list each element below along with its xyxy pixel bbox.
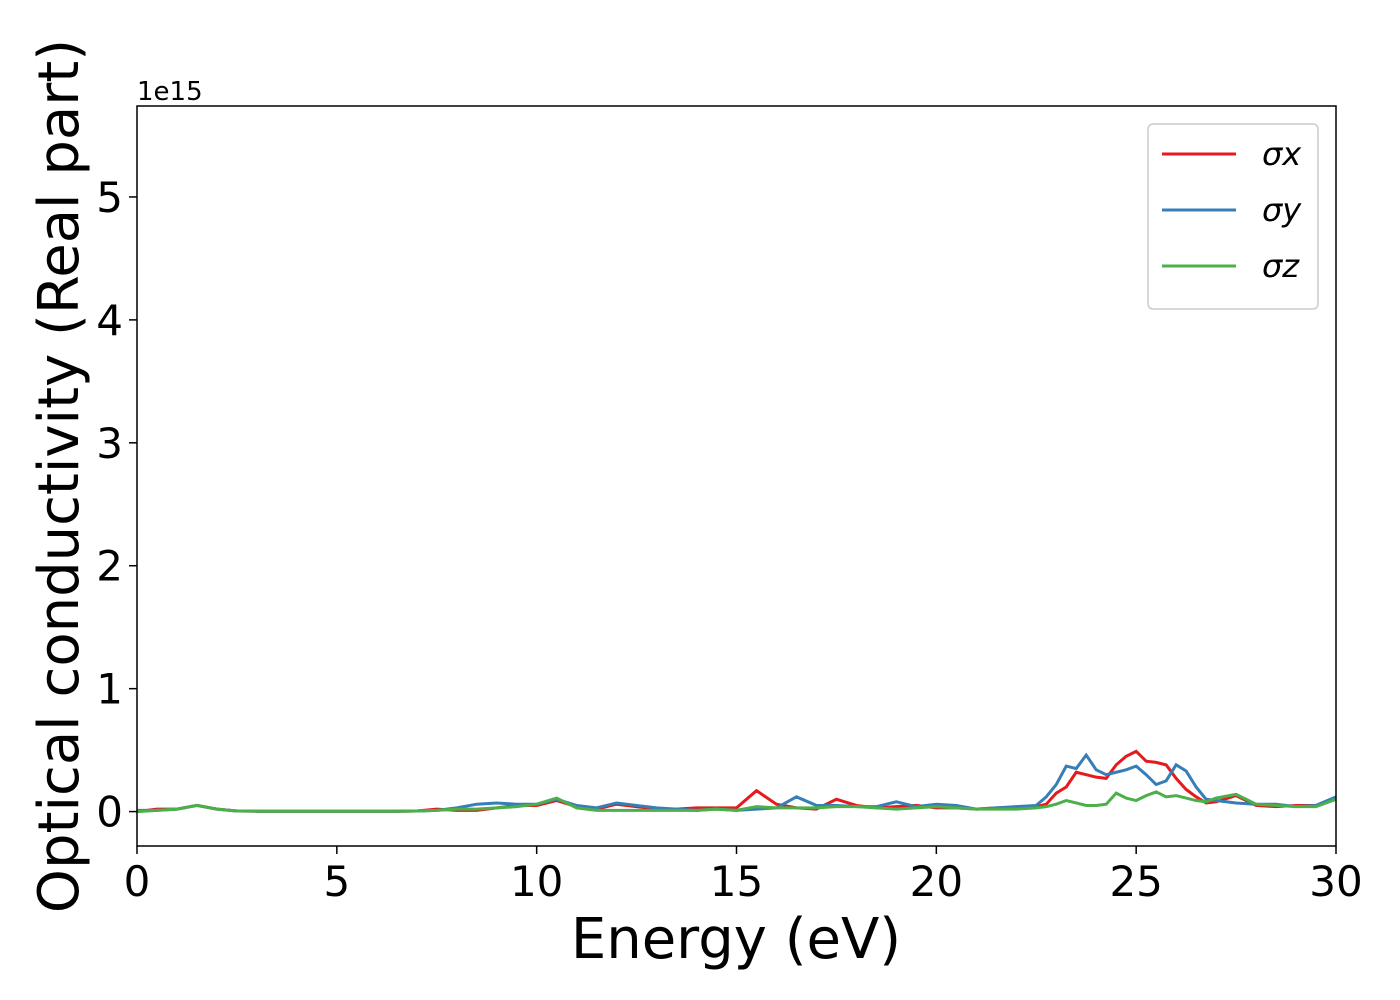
offset-label: 1e15 — [137, 77, 203, 107]
y-tick-label: 2 — [96, 542, 123, 591]
data-line — [137, 790, 1336, 814]
y-tick-label: 0 — [96, 788, 123, 837]
y-tick-label: 5 — [96, 173, 123, 222]
legend-label: σy — [1262, 191, 1302, 229]
y-axis-label: Optical conductivity (Real part) — [27, 39, 92, 913]
x-tick-label: 15 — [710, 857, 763, 906]
x-tick-label: 5 — [323, 857, 350, 906]
x-tick-label: 0 — [124, 857, 151, 906]
plot-frame — [136, 105, 1337, 847]
x-tick-label: 25 — [1109, 857, 1162, 906]
y-tick-label: 1 — [96, 665, 123, 714]
legend-label: σx — [1262, 135, 1302, 173]
legend-box — [1147, 123, 1319, 310]
data-line — [137, 749, 1336, 814]
legend-label: σz — [1262, 247, 1300, 285]
y-tick-label: 3 — [96, 419, 123, 468]
x-tick-label: 20 — [910, 857, 963, 906]
x-tick-label: 30 — [1309, 857, 1362, 906]
x-axis-label: Energy (eV) — [571, 907, 901, 972]
y-tick-label: 4 — [96, 296, 123, 345]
x-tick-label: 10 — [510, 857, 563, 906]
